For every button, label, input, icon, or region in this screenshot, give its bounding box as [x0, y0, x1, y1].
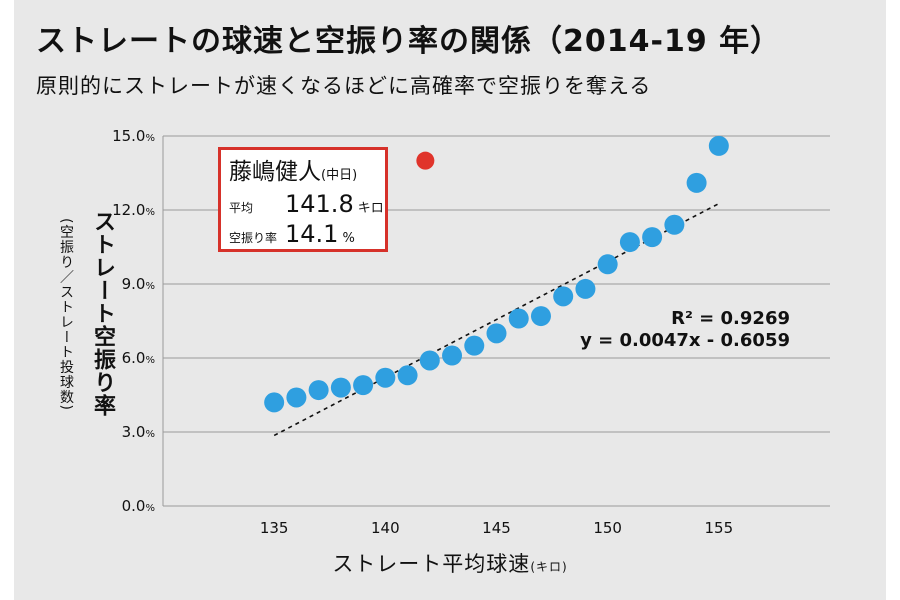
y-tick-label: 12.0%	[112, 201, 155, 219]
data-point	[553, 286, 574, 307]
y-tick-unit: %	[145, 503, 155, 514]
data-point	[330, 377, 351, 398]
regression-equation: y = 0.0047x - 0.6059	[580, 330, 790, 351]
highlight-player-name: 藤嶋健人(中日)	[229, 152, 357, 186]
x-tick-label: 150	[593, 519, 622, 537]
data-point	[353, 375, 374, 396]
highlight-annotation-box: 藤嶋健人(中日) 平均 141.8 キロ 空振り率 14.1%	[218, 147, 388, 252]
x-tick-label: 155	[705, 519, 734, 537]
speed-value: 141.8	[285, 190, 354, 218]
y-tick-label: 0.0%	[122, 497, 155, 515]
y-tick-unit: %	[145, 281, 155, 292]
regression-info: R² = 0.9269 y = 0.0047x - 0.6059	[560, 308, 790, 352]
data-point	[664, 214, 685, 235]
x-tick-label: 145	[482, 519, 511, 537]
y-tick-unit: %	[145, 133, 155, 144]
y-tick-label: 15.0%	[112, 127, 155, 145]
x-axis-label: ストレート平均球速(キロ)	[0, 548, 900, 578]
y-tick-unit: %	[145, 429, 155, 440]
rate-unit: %	[342, 231, 355, 246]
player-team: (中日)	[321, 168, 358, 183]
data-point	[708, 135, 729, 156]
data-point	[597, 254, 618, 275]
data-point	[575, 278, 596, 299]
data-point	[397, 365, 418, 386]
chart-background	[14, 0, 886, 600]
data-point	[619, 232, 640, 253]
data-point	[686, 172, 707, 193]
x-axis-label-unit: (キロ)	[530, 560, 568, 574]
data-point	[464, 335, 485, 356]
data-point	[308, 380, 329, 401]
chart-subtitle: 原則的にストレートが速くなるほどに高確率で空振りを奪える	[36, 74, 652, 98]
speed-unit: キロ	[357, 201, 384, 216]
data-point	[442, 345, 463, 366]
data-point	[530, 306, 551, 327]
data-point	[486, 323, 507, 344]
y-tick-label: 9.0%	[122, 275, 155, 293]
chart-title: ストレートの球速と空振り率の関係（2014-19 年）	[36, 24, 782, 59]
data-point	[508, 308, 529, 329]
highlight-point	[416, 151, 435, 170]
y-tick-unit: %	[145, 355, 155, 366]
data-point	[419, 350, 440, 371]
y-tick-label: 6.0%	[122, 349, 155, 367]
data-point	[264, 392, 285, 413]
rate-value: 14.1	[285, 220, 339, 248]
y-axis-label: ストレート空振り率	[90, 210, 115, 417]
x-axis-label-text: ストレート平均球速	[332, 552, 531, 576]
rate-label: 空振り率	[229, 231, 278, 245]
x-tick-label: 135	[260, 519, 289, 537]
data-point	[642, 227, 663, 248]
x-tick-label: 140	[371, 519, 400, 537]
r-squared-text: R² = 0.9269	[671, 308, 790, 329]
data-point	[286, 387, 307, 408]
y-tick-unit: %	[145, 207, 155, 218]
y-tick-label: 3.0%	[122, 423, 155, 441]
highlight-speed-row: 平均 141.8 キロ	[229, 190, 384, 218]
speed-label: 平均	[229, 201, 254, 215]
highlight-rate-row: 空振り率 14.1%	[229, 220, 355, 248]
player-name: 藤嶋健人	[229, 159, 321, 185]
data-point	[375, 367, 396, 388]
y-axis-sublabel: (空振り／ストレート投球数)	[58, 218, 74, 411]
